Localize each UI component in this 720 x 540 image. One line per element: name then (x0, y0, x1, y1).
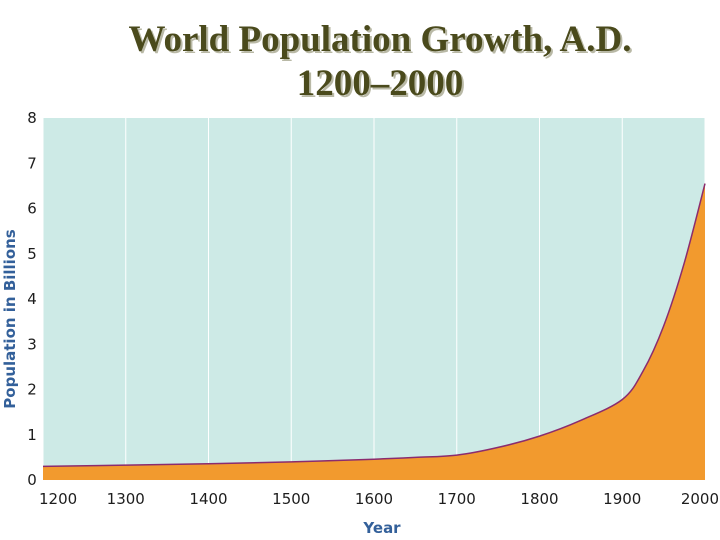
x-tick-label-2000: 2000 (681, 490, 719, 508)
y-axis-ticks: 0 1 2 3 4 5 6 7 8 (27, 109, 37, 489)
population-line (42, 183, 706, 468)
title-line-1: World Population Growth, A.D. (128, 19, 632, 60)
x-tick-label-1700: 1700 (438, 490, 476, 508)
chart-title: World Population Growth, A.D. 1200–2000 (0, 18, 720, 106)
y-tick-label-5: 5 (27, 245, 37, 263)
y-tick-label-2: 2 (27, 381, 37, 399)
x-tick-label-1600: 1600 (355, 490, 393, 508)
x-axis-label: Year (362, 519, 401, 537)
y-tick-label-3: 3 (27, 335, 37, 353)
x-tick-label-1800: 1800 (520, 490, 558, 508)
y-tick-label-4: 4 (27, 290, 37, 308)
y-tick-label-6: 6 (27, 200, 37, 218)
x-tick-label-1900: 1900 (603, 490, 641, 508)
x-axis-ticks: 1200 1300 1400 1500 1600 1700 1800 1900 2000 (39, 490, 719, 508)
title-line-2: 1200–2000 (296, 63, 464, 104)
y-tick-label-7: 7 (27, 154, 37, 172)
y-axis-label: Population in Billions (1, 229, 19, 409)
x-tick-label-1300: 1300 (107, 490, 145, 508)
y-tick-label-1: 1 (27, 426, 37, 444)
y-tick-label-8: 8 (27, 109, 37, 127)
x-tick-label-1200: 1200 (39, 490, 77, 508)
y-tick-label-0: 0 (27, 471, 37, 489)
x-tick-label-1400: 1400 (189, 490, 227, 508)
population-area (43, 183, 705, 480)
x-tick-label-1500: 1500 (272, 490, 310, 508)
